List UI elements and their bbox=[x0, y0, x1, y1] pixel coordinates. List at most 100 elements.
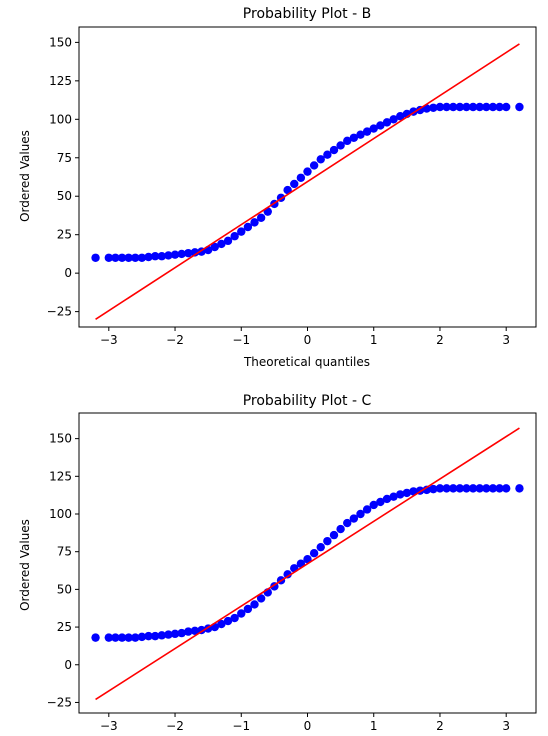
y-tick-label: 75 bbox=[57, 151, 72, 165]
data-point bbox=[131, 253, 140, 262]
data-point bbox=[256, 594, 266, 603]
data-point bbox=[495, 102, 504, 112]
data-point bbox=[250, 600, 259, 609]
y-axis-ticks: −25 0 25 50 75 100 125 150 bbox=[47, 432, 79, 709]
data-point bbox=[482, 102, 491, 112]
axes-frame bbox=[78, 412, 537, 714]
data-point bbox=[455, 484, 465, 493]
data-point bbox=[429, 103, 438, 112]
data-point bbox=[336, 524, 345, 534]
data-point bbox=[91, 633, 100, 642]
data-point bbox=[442, 102, 451, 112]
y-axis-label: Ordered Values bbox=[18, 519, 32, 611]
y-tick-label: 25 bbox=[57, 228, 72, 242]
y-tick-label: 100 bbox=[49, 112, 72, 126]
data-point bbox=[256, 213, 266, 222]
data-point bbox=[435, 102, 445, 112]
data-point bbox=[396, 490, 405, 499]
data-point bbox=[409, 487, 418, 496]
data-point bbox=[170, 629, 180, 639]
data-point bbox=[184, 248, 193, 258]
data-point bbox=[336, 141, 345, 150]
data-point bbox=[250, 218, 259, 227]
data-point bbox=[362, 127, 372, 136]
data-point bbox=[283, 570, 292, 579]
x-tick-label: −1 bbox=[232, 333, 250, 347]
data-point bbox=[329, 145, 339, 155]
fit-line bbox=[95, 427, 520, 701]
data-point bbox=[376, 121, 385, 130]
data-point bbox=[184, 627, 193, 636]
data-point bbox=[309, 549, 319, 558]
data-point bbox=[157, 631, 166, 640]
data-point bbox=[190, 626, 200, 636]
data-point bbox=[164, 251, 173, 260]
data-point bbox=[111, 253, 120, 262]
data-point bbox=[164, 630, 173, 639]
data-point bbox=[422, 485, 431, 495]
y-tick-label: 150 bbox=[49, 432, 72, 446]
data-point bbox=[177, 628, 186, 638]
data-point bbox=[230, 232, 239, 241]
data-point bbox=[124, 253, 133, 262]
data-point bbox=[343, 518, 352, 528]
data-point bbox=[170, 250, 180, 259]
data-point bbox=[369, 124, 378, 133]
y-axis-ticks: −25 0 25 50 75 100 125 150 bbox=[47, 35, 79, 319]
data-point bbox=[449, 102, 458, 112]
data-point bbox=[429, 484, 438, 494]
data-point bbox=[190, 248, 200, 257]
y-tick-label: 75 bbox=[57, 545, 72, 559]
data-point bbox=[475, 102, 484, 112]
y-tick-label: 25 bbox=[57, 620, 72, 634]
data-point bbox=[376, 497, 385, 507]
data-point bbox=[449, 484, 458, 493]
data-point bbox=[111, 633, 120, 642]
x-tick-label: −2 bbox=[166, 719, 184, 733]
y-tick-label: 0 bbox=[64, 658, 72, 672]
data-point bbox=[290, 179, 299, 189]
y-tick-label: 125 bbox=[49, 74, 72, 88]
data-point bbox=[283, 185, 292, 195]
data-point bbox=[309, 161, 319, 170]
y-tick-label: −25 bbox=[47, 305, 72, 319]
data-point bbox=[435, 484, 445, 493]
data-point bbox=[124, 633, 133, 642]
y-tick-label: 0 bbox=[64, 266, 72, 280]
data-point bbox=[316, 155, 325, 164]
x-axis-label: Theoretical quantiles bbox=[243, 355, 370, 369]
data-point bbox=[468, 484, 478, 493]
data-point bbox=[316, 542, 325, 552]
data-point bbox=[515, 102, 524, 112]
data-point bbox=[210, 242, 219, 252]
data-point bbox=[382, 494, 392, 504]
x-tick-label: 3 bbox=[502, 333, 510, 347]
y-tick-label: −25 bbox=[47, 695, 72, 709]
data-point bbox=[217, 619, 226, 629]
data-point bbox=[230, 613, 239, 623]
data-point bbox=[349, 133, 359, 142]
data-point bbox=[237, 227, 246, 236]
y-tick-label: 125 bbox=[49, 469, 72, 483]
data-point bbox=[462, 484, 471, 493]
data-point bbox=[217, 239, 226, 249]
data-point bbox=[356, 509, 365, 519]
data-point bbox=[356, 130, 365, 139]
data-point bbox=[402, 488, 412, 498]
data-point bbox=[343, 136, 352, 146]
x-tick-label: 2 bbox=[436, 333, 444, 347]
data-point bbox=[131, 633, 140, 642]
data-point bbox=[296, 173, 306, 182]
x-axis-ticks: −3 −2 −1 0 1 2 3 bbox=[100, 327, 510, 347]
y-tick-label: 100 bbox=[49, 507, 72, 521]
data-point bbox=[389, 492, 398, 501]
x-tick-label: 2 bbox=[436, 719, 444, 733]
data-point bbox=[91, 253, 100, 262]
data-point bbox=[223, 236, 233, 246]
x-tick-label: 0 bbox=[304, 333, 312, 347]
data-point bbox=[144, 252, 153, 262]
plot-area bbox=[91, 427, 524, 701]
x-tick-label: 1 bbox=[370, 719, 378, 733]
y-tick-label: 50 bbox=[57, 189, 72, 203]
data-point bbox=[243, 222, 253, 232]
